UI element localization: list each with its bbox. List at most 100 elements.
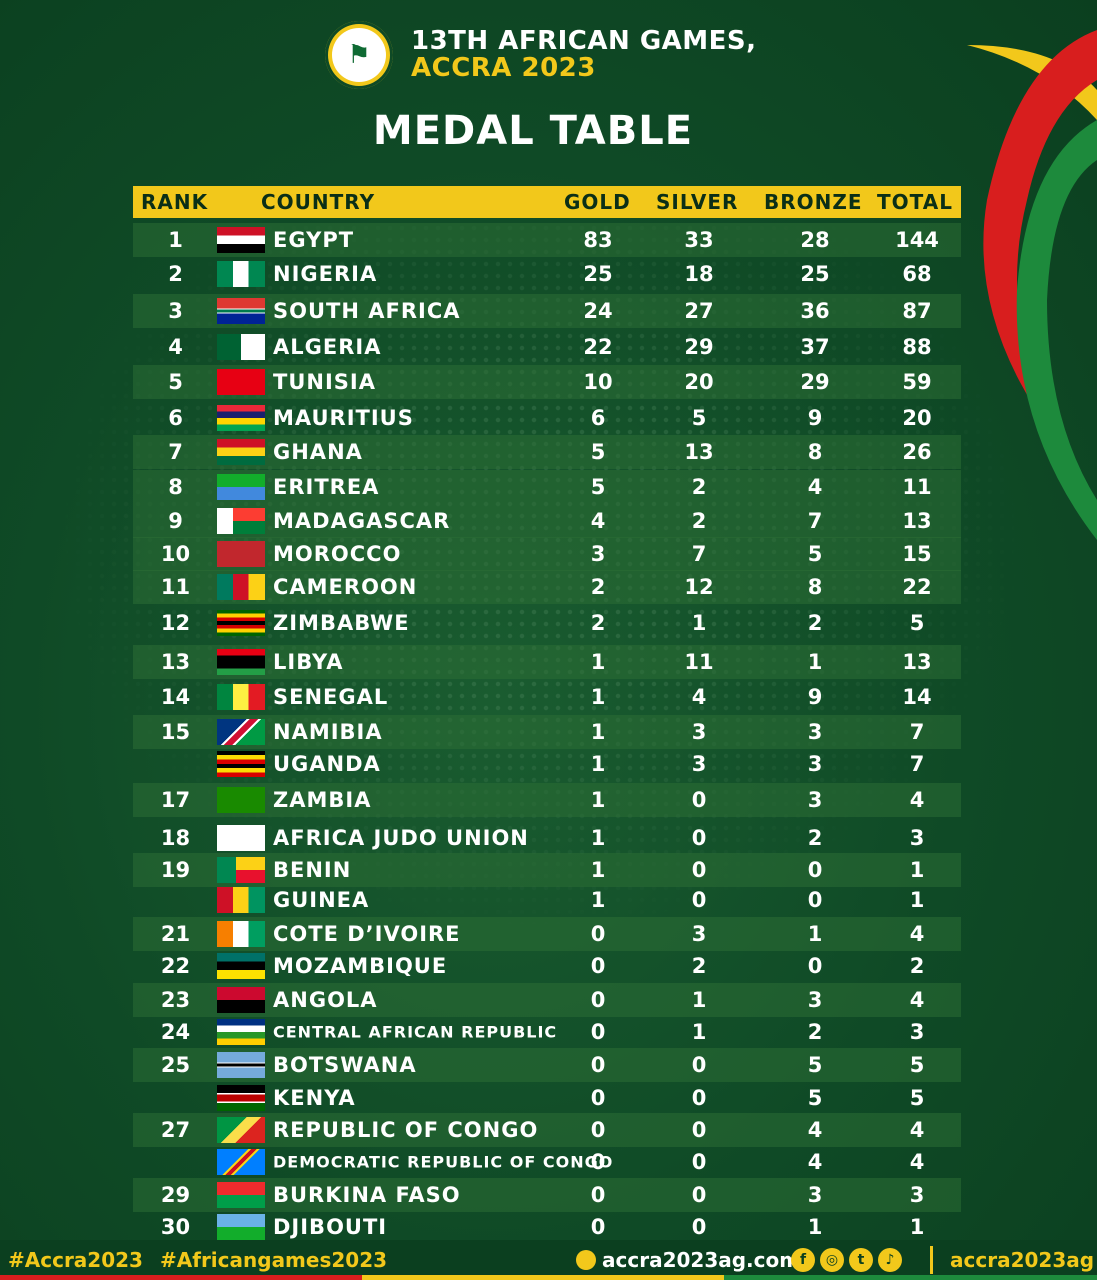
- gold-cell: 5: [590, 475, 606, 499]
- country-name: ZAMBIA: [273, 788, 372, 812]
- bronze-cell: 8: [807, 575, 823, 599]
- total-cell: 7: [909, 752, 925, 776]
- bronze-cell: 37: [800, 335, 830, 359]
- globe-icon: [576, 1250, 596, 1270]
- table-row: 3 SOUTH AFRICA 24 27 36 87: [133, 294, 961, 328]
- country-name: ERITREA: [273, 475, 380, 499]
- total-cell: 4: [909, 1118, 925, 1142]
- silver-cell: 2: [691, 509, 707, 533]
- rank-cell: 10: [160, 542, 191, 566]
- instagram-icon[interactable]: ◎: [820, 1248, 844, 1272]
- country-name: MAURITIUS: [273, 406, 414, 430]
- rank-cell: 3: [168, 299, 183, 323]
- bronze-cell: 29: [800, 370, 830, 394]
- event-subtitle: ACCRA 2023: [411, 53, 596, 83]
- table-row: 24 CENTRAL AFRICAN REPUBLIC 0 1 2 3: [133, 1015, 961, 1049]
- gold-cell: 2: [590, 575, 606, 599]
- bronze-cell: 7: [807, 509, 823, 533]
- table-row: 23 ANGOLA 0 1 3 4: [133, 983, 961, 1017]
- rank-cell: 1: [168, 228, 183, 252]
- country-flag-icon: [217, 610, 265, 636]
- silver-cell: 29: [684, 335, 714, 359]
- gold-cell: 1: [590, 752, 606, 776]
- table-row: 12 ZIMBABWE 2 1 2 5: [133, 606, 961, 640]
- bronze-cell: 1: [807, 650, 823, 674]
- rank-cell: 14: [160, 685, 191, 709]
- gold-cell: 1: [590, 650, 606, 674]
- country-flag-icon: [217, 953, 265, 979]
- country-name: EGYPT: [273, 228, 355, 252]
- country-name: MOZAMBIQUE: [273, 954, 448, 978]
- total-cell: 14: [902, 685, 932, 709]
- country-flag-icon: [217, 921, 265, 947]
- gold-cell: 3: [590, 542, 606, 566]
- country-name: ALGERIA: [273, 335, 382, 359]
- games-emblem-icon: ⚑: [347, 40, 371, 70]
- silver-cell: 3: [691, 922, 707, 946]
- table-row: 14 SENEGAL 1 4 9 14: [133, 680, 961, 714]
- table-row: DEMOCRATIC REPUBLIC OF CONGO 0 0 4 4: [133, 1145, 961, 1179]
- total-cell: 5: [909, 1086, 925, 1110]
- col-country: COUNTRY: [261, 190, 376, 214]
- country-name: BURKINA FASO: [273, 1183, 461, 1207]
- silver-cell: 1: [691, 1020, 707, 1044]
- rank-cell: 18: [160, 826, 191, 850]
- gold-cell: 1: [590, 685, 606, 709]
- table-row: 25 BOTSWANA 0 0 5 5: [133, 1048, 961, 1082]
- table-row: 22 MOZAMBIQUE 0 2 0 2: [133, 949, 961, 983]
- total-cell: 68: [902, 262, 932, 286]
- gold-cell: 0: [590, 922, 606, 946]
- bronze-cell: 5: [807, 542, 823, 566]
- total-cell: 88: [902, 335, 932, 359]
- rank-cell: 29: [160, 1183, 191, 1207]
- total-cell: 87: [902, 299, 932, 323]
- table-row: 17 ZAMBIA 1 0 3 4: [133, 783, 961, 817]
- table-row: 8 ERITREA 5 2 4 11: [133, 470, 961, 504]
- gold-cell: 1: [590, 888, 606, 912]
- table-row: 7 GHANA 5 13 8 26: [133, 435, 961, 469]
- country-flag-icon: [217, 227, 265, 253]
- gold-cell: 0: [590, 1020, 606, 1044]
- tiktok-icon[interactable]: ♪: [878, 1248, 902, 1272]
- silver-cell: 1: [691, 988, 707, 1012]
- bronze-cell: 4: [807, 475, 823, 499]
- silver-cell: 18: [684, 262, 714, 286]
- bronze-cell: 9: [807, 685, 823, 709]
- rank-cell: 25: [160, 1053, 191, 1077]
- country-name: UGANDA: [273, 752, 381, 776]
- bronze-cell: 3: [807, 788, 823, 812]
- total-cell: 1: [909, 888, 925, 912]
- facebook-icon[interactable]: f: [791, 1248, 815, 1272]
- country-flag-icon: [217, 719, 265, 745]
- total-cell: 3: [909, 1183, 925, 1207]
- silver-cell: 12: [684, 575, 714, 599]
- table-row: 10 MOROCCO 3 7 5 15: [133, 537, 961, 571]
- country-name: ZIMBABWE: [273, 611, 410, 635]
- rank-cell: 24: [160, 1020, 191, 1044]
- gold-cell: 22: [583, 335, 613, 359]
- table-row: KENYA 0 0 5 5: [133, 1081, 961, 1115]
- silver-cell: 3: [691, 752, 707, 776]
- twitter-icon[interactable]: t: [849, 1248, 873, 1272]
- bronze-cell: 3: [807, 752, 823, 776]
- country-name: TUNISIA: [273, 370, 376, 394]
- silver-cell: 0: [691, 1215, 707, 1239]
- games-logo: ⚑: [325, 21, 393, 89]
- total-cell: 144: [895, 228, 939, 252]
- gold-cell: 0: [590, 1118, 606, 1142]
- silver-cell: 3: [691, 720, 707, 744]
- table-row: 4 ALGERIA 22 29 37 88: [133, 330, 961, 364]
- website-link[interactable]: accra2023ag.com: [576, 1248, 800, 1272]
- silver-cell: 0: [691, 788, 707, 812]
- total-cell: 11: [902, 475, 932, 499]
- country-flag-icon: [217, 825, 265, 851]
- total-cell: 2: [909, 954, 925, 978]
- country-flag-icon: [217, 787, 265, 813]
- silver-cell: 4: [691, 685, 707, 709]
- col-rank: RANK: [141, 190, 209, 214]
- gold-cell: 25: [583, 262, 613, 286]
- bronze-cell: 3: [807, 1183, 823, 1207]
- silver-cell: 20: [684, 370, 714, 394]
- country-name: REPUBLIC OF CONGO: [273, 1118, 539, 1142]
- country-name: KENYA: [273, 1086, 356, 1110]
